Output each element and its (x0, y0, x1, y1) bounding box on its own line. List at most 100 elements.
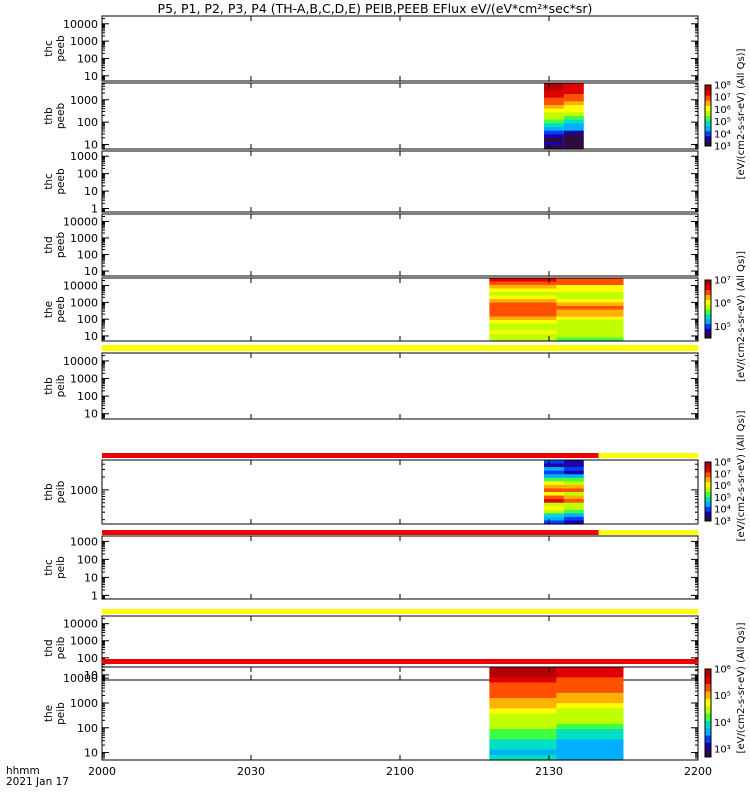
spectrogram-cell (556, 713, 624, 720)
colorbar-tick-label: 10⁵ (714, 691, 731, 702)
y-tick-label: 1000 (70, 697, 98, 710)
spectrogram-cell (489, 309, 557, 314)
colorbar-swatch (705, 495, 711, 497)
colorbar-swatch (705, 312, 711, 315)
footer-hhmm: hhmm (6, 765, 40, 777)
flag-bar-segment (102, 453, 599, 458)
colorbar-swatch (705, 287, 711, 290)
spectrogram-cell (556, 744, 624, 751)
colorbar-swatch (705, 120, 711, 123)
colorbar-swatch (705, 490, 711, 492)
y-tick-label: 1000 (70, 635, 98, 648)
colorbar-swatch (705, 488, 711, 491)
colorbar-tick-label: 10⁵ (714, 322, 731, 333)
spectrogram-cell (556, 749, 624, 756)
spectrogram-cell (556, 313, 624, 318)
colorbar-swatch (705, 87, 711, 89)
flag-bar-segment (102, 530, 599, 535)
y-tick-label: 10 (84, 408, 98, 421)
y-tick-label: 100 (77, 116, 98, 129)
colorbar-swatch (705, 500, 711, 502)
colorbar-swatch (705, 282, 711, 285)
spectrogram-cell (489, 288, 557, 293)
y-tick-label: 10 (84, 669, 98, 682)
spectrogram-cell (544, 138, 564, 143)
colorbar-tick-label: 10⁴ (714, 718, 731, 729)
spectrogram-cell (563, 499, 584, 504)
colorbar-swatch (705, 280, 711, 282)
spectrogram-cell (544, 495, 564, 500)
colorbar-swatch (705, 99, 711, 101)
spectrogram-cell (544, 488, 564, 493)
colorbar-swatch (705, 138, 711, 141)
colorbar-swatch (705, 113, 711, 115)
y-tick-label: 1000 (70, 150, 98, 163)
spectrogram-cell (544, 499, 564, 504)
y-tick-label: 1000 (70, 535, 98, 548)
colorbar-swatch (705, 328, 711, 330)
colorbar-swatch (705, 335, 711, 337)
colorbar-swatch (705, 509, 711, 511)
colorbar-swatch (705, 319, 711, 322)
spectrogram-cell (489, 302, 557, 307)
colorbar-swatch (705, 311, 711, 314)
spectrogram-cell (563, 101, 584, 106)
spectrogram-cell (489, 723, 557, 730)
spectrogram-cell (544, 86, 564, 91)
spectrogram-cell (556, 708, 624, 715)
colorbar-tick-label: 10⁸ (714, 81, 731, 92)
colorbar-swatch (705, 105, 711, 107)
colorbar-swatch (705, 336, 711, 338)
colorbar-swatch (705, 304, 711, 306)
spectrogram-cell (489, 316, 557, 321)
y-tick-label: 100 (77, 722, 98, 735)
colorbar-swatch (705, 102, 711, 104)
colorbar-swatch (705, 286, 711, 289)
colorbar-swatch (705, 492, 711, 494)
colorbar-swatch (705, 740, 711, 743)
colorbar-swatch (705, 485, 711, 488)
colorbar-swatch (705, 714, 711, 717)
colorbar-swatch (705, 305, 711, 307)
colorbar-swatch (705, 314, 711, 317)
colorbar-swatch (705, 90, 711, 92)
colorbar-swatch (705, 696, 711, 699)
colorbar-swatch (705, 743, 711, 746)
colorbar-swatch (705, 101, 711, 103)
panel-frame (101, 82, 699, 150)
colorbar-swatch (705, 733, 711, 736)
spectrogram-cell (544, 460, 564, 465)
y-tick-label: 10000 (63, 618, 98, 631)
y-tick-label: 1000 (70, 484, 98, 497)
colorbar-swatch (705, 749, 711, 752)
colorbar-swatch (705, 683, 711, 686)
colorbar-swatch (705, 133, 711, 136)
colorbar-swatch (705, 729, 711, 732)
y-tick-label: 10 (84, 70, 98, 83)
spectrogram-cell (556, 698, 624, 704)
colorbar-tick-label: 10⁵ (714, 117, 731, 128)
spectrogram-cell (556, 288, 624, 293)
colorbar-swatch (705, 699, 711, 702)
spectrogram-cell (563, 495, 584, 500)
spectrogram-cell (556, 302, 624, 307)
spectrogram-cell (563, 488, 584, 493)
colorbar-swatch (705, 751, 711, 754)
colorbar-swatch (705, 513, 711, 515)
colorbar-swatch (705, 109, 711, 111)
y-tick-label: 100 (77, 168, 98, 181)
spectrogram-cell (544, 509, 564, 514)
y-axis-label: thbpeeb (43, 103, 67, 130)
colorbar-swatch (705, 288, 711, 291)
spectrogram-cell (563, 520, 584, 525)
spectrogram-cell (556, 316, 624, 321)
colorbar-swatch (705, 290, 711, 293)
spectrogram-cell (544, 470, 564, 475)
colorbar-swatch (705, 141, 711, 144)
x-tick-label: 2200 (684, 765, 712, 778)
colorbar-swatch (705, 498, 711, 500)
colorbar-tick-label: 10³ (714, 517, 731, 528)
colorbar-swatch (705, 702, 711, 705)
spectrogram-cell (563, 484, 584, 490)
colorbar-swatch (705, 297, 711, 299)
